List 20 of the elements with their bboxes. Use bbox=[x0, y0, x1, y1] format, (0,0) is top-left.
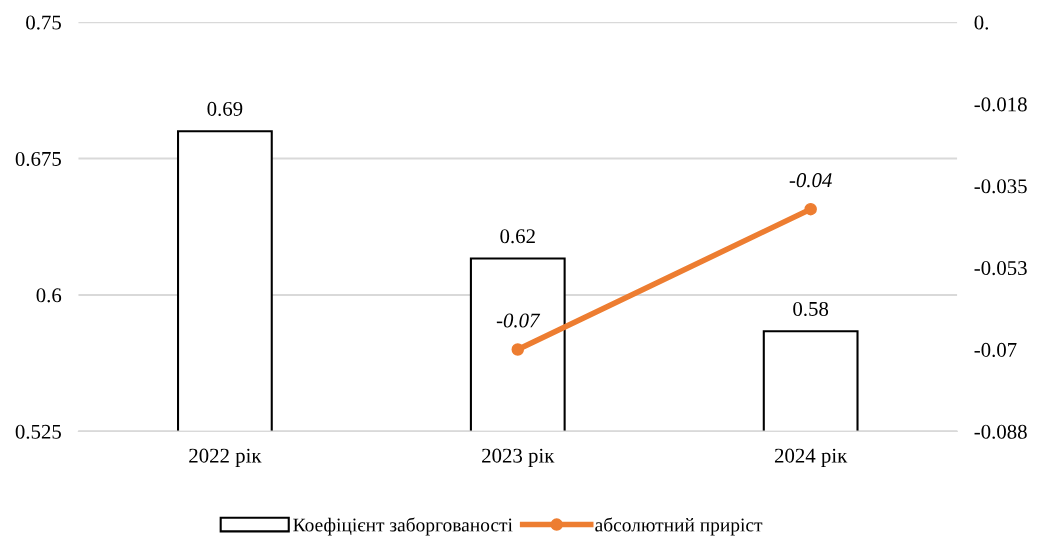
y2-tick-label: -0.035 bbox=[974, 179, 1027, 194]
y-tick-label: 0.675 bbox=[15, 151, 61, 167]
legend-label: абсолютний приріст bbox=[595, 517, 763, 536]
y2-tick-label: 0. bbox=[974, 15, 989, 30]
y2-tick-label: -0.088 bbox=[974, 424, 1027, 439]
data-label: -0.04 bbox=[789, 173, 832, 188]
data-label: 0.69 bbox=[207, 101, 243, 116]
x-tick-label: 2024 рік bbox=[774, 448, 848, 467]
data-label: -0.07 bbox=[496, 313, 541, 328]
data-label: 0.58 bbox=[793, 301, 829, 317]
y2-tick-label: -0.053 bbox=[974, 261, 1027, 276]
data-label: 0.62 bbox=[500, 229, 535, 244]
y-tick-label: 0.6 bbox=[36, 288, 62, 303]
legend-label: Коефіцієнт заборгованості bbox=[293, 517, 513, 536]
y-tick-label: 0.525 bbox=[15, 424, 61, 439]
y2-tick-label: -0.018 bbox=[974, 97, 1027, 112]
y2-tick-label: -0.07 bbox=[974, 342, 1017, 358]
y-tick-label: 0.75 bbox=[26, 15, 61, 30]
x-tick-label: 2023 рік bbox=[482, 448, 555, 467]
x-tick-label: 2022 рік bbox=[189, 448, 262, 467]
